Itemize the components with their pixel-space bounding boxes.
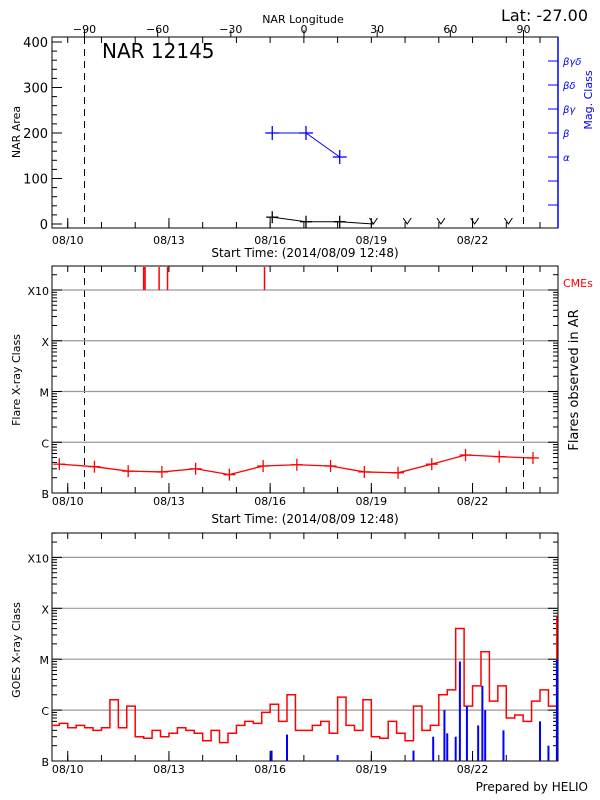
plot-frame [51,265,559,494]
area-zero-marker [436,217,446,225]
y-tick-label: C [41,437,49,450]
top-tick-label: 30 [370,23,384,36]
x-tick-label: 08/13 [153,763,185,776]
area-line [272,216,374,225]
x-tick-label: 08/16 [254,495,286,508]
y-tick-label: M [40,654,50,667]
goes-long-channel-line [52,616,558,744]
x-tick-label: 08/10 [52,495,84,508]
y-tick-label: M [40,387,50,400]
x-tick-label: 08/13 [153,234,185,247]
panel-goes: 08/10 08/13 08/16 08/19 08/22 B C M X X10 [27,532,559,776]
area-zero-marker [369,217,378,225]
x-axis-title-1: Start Time: (2014/08/09 12:48) [211,246,398,260]
mag-tick-label: β [562,129,570,140]
x-tick-label: 08/22 [457,234,489,247]
panel-flare-class: 08/10 08/13 08/16 08/19 08/22 B C M X X10 [27,265,559,508]
x-tick-label: 08/22 [457,763,489,776]
x-tick-label: 08/10 [52,763,84,776]
area-zero-marker [470,217,480,225]
area-zero-marker [402,217,412,225]
cme-label: CMEs [563,277,593,290]
y-tick-label: X [41,336,49,349]
plot-frame [51,532,559,762]
y-axis-title-goes: GOES X-ray Class [10,602,23,698]
y-axis-title-mag-class: Mag. Class [582,70,595,129]
top-tick-label: −90 [73,23,96,36]
area-zero-marker [503,217,513,225]
y-tick-label: C [41,705,49,718]
x-axis-title-2: Start Time: (2014/08/09 12:48) [211,512,398,526]
x-tick-label: 08/19 [355,495,387,508]
y-tick-label: 200 [23,127,48,142]
y-tick-label: X10 [27,285,49,298]
y-tick-label: 400 [23,36,48,51]
y-tick-label: X10 [27,552,49,565]
y-tick-label: B [41,756,49,769]
top-axis-title: NAR Longitude [262,13,344,26]
y-axis-title-flares-observed: Flares observed in AR [567,309,582,450]
chart-title: NAR 12145 [102,39,215,63]
top-tick-label: −60 [146,23,169,36]
mag-tick-label: βγδ [562,57,581,68]
mag-tick-label: βγ [562,105,576,116]
y-tick-label: X [41,603,49,616]
x-tick-label: 08/19 [355,234,387,247]
y-tick-label: 0 [40,218,48,233]
mag-tick-label: βδ [562,81,576,92]
top-tick-label: 90 [517,23,531,36]
x-tick-label: 08/19 [355,763,387,776]
y-axis-title-area: NAR Area [10,106,23,158]
top-tick-label: −30 [219,23,242,36]
x-tick-label: 08/16 [254,763,286,776]
x-tick-label: 08/22 [457,495,489,508]
x-tick-label: 08/16 [254,234,286,247]
y-tick-label: 300 [23,82,48,97]
x-tick-label: 08/10 [52,234,84,247]
mag-tick-label: α [563,153,570,164]
footer-credit: Prepared by HELIO [476,780,588,794]
top-tick-label: 60 [443,23,457,36]
y-tick-label: 100 [23,173,48,188]
y-tick-label: B [41,488,49,501]
x-tick-label: 08/13 [153,495,185,508]
latitude-label: Lat: -27.00 [501,6,588,25]
y-axis-title-flare-class: Flare X-ray Class [10,334,23,426]
top-tick-label: 0 [301,23,308,36]
panel-nar-area: 08/10 08/13 08/16 08/19 08/220100200300400−9… [23,23,581,247]
